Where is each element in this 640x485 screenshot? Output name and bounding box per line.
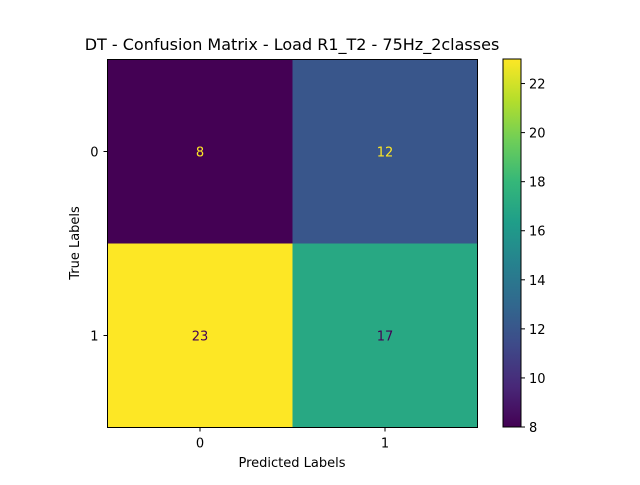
cell-value-label: 8 [196,146,204,161]
colorbar-ticks: 8 10 12 14 16 18 20 22 [521,78,546,436]
x-tick-label: 1 [381,437,389,452]
y-tick-label: 0 [90,146,98,161]
x-axis-label: Predicted Labels [238,456,345,471]
colorbar-tick-label: 20 [529,127,546,142]
colorbar-tick-label: 18 [529,176,546,191]
matrix-cell [107,59,293,244]
colorbar-tick-label: 16 [529,225,546,240]
cell-value-label: 17 [377,330,394,345]
matrix-cell [292,59,478,244]
matrix-cell [107,243,293,428]
colorbar-tick-label: 12 [529,323,546,338]
x-tick-label: 0 [196,437,204,452]
plot-frame [107,59,478,428]
colorbar-tick-label: 10 [529,372,546,387]
cell-value-label: 12 [377,146,394,161]
colorbar-tick-label: 8 [529,421,537,436]
matrix-cell [292,243,478,428]
cell-value-label: 23 [192,330,209,345]
y-axis-ticks: 01 [90,146,108,345]
y-tick-label: 1 [90,330,98,345]
colorbar-tick-label: 22 [529,78,546,93]
matrix-cells: 8 12 23 17 [107,59,478,428]
colorbar [502,58,522,428]
y-axis-label: True Labels [68,206,83,281]
chart-title: DT - Confusion Matrix - Load R1_T2 - 75H… [85,35,500,55]
colorbar-tick-label: 14 [529,274,546,289]
